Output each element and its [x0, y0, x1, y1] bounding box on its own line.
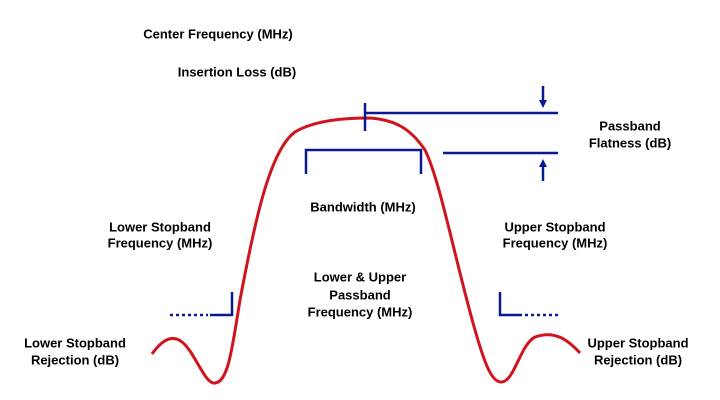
upper-stopband-rejection-label: Rejection (dB) [594, 352, 682, 367]
passband-frequency-label: Lower & Upper [314, 269, 406, 284]
bandwidth-bracket [304, 148, 423, 174]
upper-stopband-frequency-label: Upper Stopband [504, 219, 605, 234]
passband-frequency-label: Frequency (MHz) [308, 304, 413, 319]
upper-stopband-frequency-label: Frequency (MHz) [503, 235, 608, 250]
passband-flatness-label: Passband [599, 118, 660, 133]
center-frequency-label: Center Frequency (MHz) [143, 26, 293, 41]
lower-stopband-rejection-label: Lower Stopband [24, 335, 126, 350]
insertion-loss-label: Insertion Loss (dB) [178, 64, 296, 79]
passband-frequency-label: Passband [329, 287, 390, 302]
lower-stopband-frequency-label: Frequency (MHz) [108, 235, 213, 250]
passband-flatness-label: Flatness (dB) [589, 135, 671, 150]
lower-stopband-frequency-label: Lower Stopband [109, 219, 211, 234]
lower-stopband-rejection-label: Rejection (dB) [31, 352, 119, 367]
upper-stopband-rejection-label: Upper Stopband [587, 335, 688, 350]
response-curve [150, 116, 582, 385]
upper-stopband-corner [498, 292, 522, 317]
bandwidth-label: Bandwidth (MHz) [310, 199, 415, 214]
lower-stopband-corner [210, 292, 234, 317]
